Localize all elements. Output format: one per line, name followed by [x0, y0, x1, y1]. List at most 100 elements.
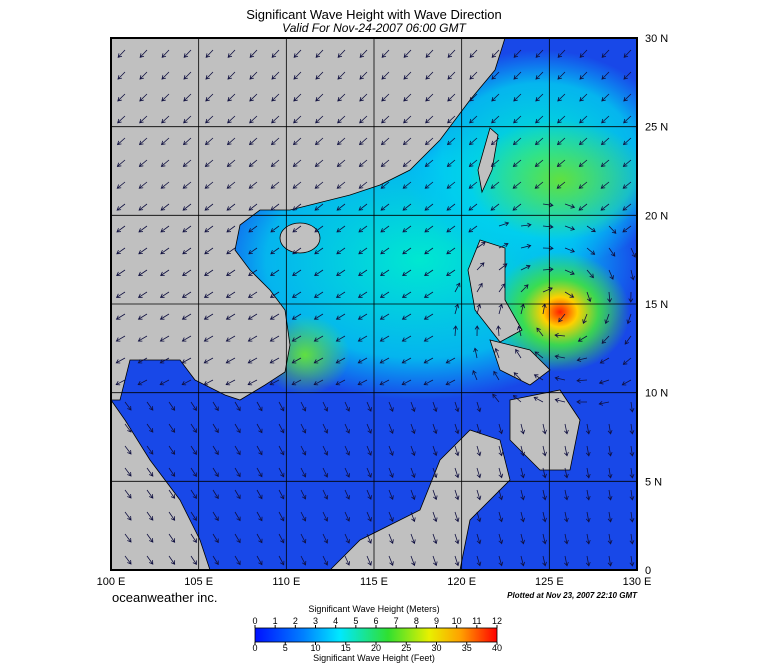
grid	[111, 38, 637, 570]
wave-arrow	[337, 93, 346, 102]
wave-arrow	[516, 325, 522, 337]
wave-arrow	[493, 370, 500, 381]
wave-arrow	[322, 467, 329, 478]
meters-tick-label: 3	[313, 616, 318, 626]
wave-arrow	[336, 203, 346, 211]
wave-arrow	[292, 159, 302, 167]
wave-arrow	[410, 489, 416, 501]
wave-arrow	[335, 357, 346, 364]
wave-arrow	[137, 335, 148, 342]
wave-arrow	[432, 511, 438, 523]
wave-arrow	[357, 291, 368, 298]
land	[111, 38, 506, 401]
wave-arrow	[576, 399, 588, 405]
wave-arrow	[322, 423, 329, 434]
wave-arrow	[168, 489, 176, 499]
wave-arrow	[146, 511, 154, 521]
wave-arrow	[564, 555, 569, 567]
wave-arrow	[607, 533, 613, 545]
land	[509, 389, 581, 471]
wave-arrow	[115, 379, 126, 386]
wave-arrow	[182, 225, 192, 233]
wave-arrow	[468, 137, 478, 146]
wave-arrow	[423, 379, 434, 386]
wave-arrow	[600, 137, 610, 146]
title: Significant Wave Height with Wave Direct…	[246, 7, 502, 22]
wave-arrow	[313, 313, 324, 320]
wave-arrow	[468, 203, 478, 211]
wave-arrow	[432, 533, 438, 545]
wave-arrow	[292, 225, 302, 233]
wave-arrow	[446, 203, 456, 211]
wave-arrow	[381, 115, 390, 124]
wave-arrow	[205, 71, 214, 80]
wave-arrow	[190, 489, 197, 500]
wave-arrow	[168, 555, 176, 565]
wave-arrow	[542, 489, 547, 501]
wave-arrow	[520, 555, 526, 567]
wave-arrow	[381, 71, 390, 80]
wave-arrow	[278, 533, 285, 544]
wave-arrow	[630, 269, 635, 281]
wave-arrow	[607, 555, 613, 567]
wave-arrow	[424, 269, 434, 277]
wave-arrow	[291, 291, 302, 298]
wave-arrow	[558, 313, 566, 323]
wave-arrow	[410, 555, 416, 567]
wave-arrow	[564, 467, 569, 479]
wave-arrow	[535, 71, 544, 80]
meters-tick-label: 7	[394, 616, 399, 626]
wave-arrow	[403, 115, 412, 124]
wave-arrow	[183, 93, 192, 102]
wave-arrow	[161, 93, 170, 102]
wave-arrow	[146, 555, 154, 565]
wave-arrow	[256, 401, 263, 412]
wave-arrow	[601, 93, 610, 102]
wave-arrow	[432, 489, 438, 501]
wave-arrow	[447, 115, 456, 124]
wave-arrow	[520, 222, 532, 228]
wave-arrow	[366, 445, 372, 456]
wave-arrow	[293, 71, 302, 80]
wave-arrow	[313, 291, 324, 298]
wave-arrow	[159, 291, 170, 298]
wave-arrow	[469, 93, 478, 102]
wave-arrow	[496, 325, 501, 337]
wave-arrow	[137, 291, 148, 298]
wave-arrow	[498, 283, 506, 293]
wave-arrow	[366, 555, 372, 566]
wave-arrow	[423, 357, 434, 364]
wave-arrow	[490, 137, 500, 146]
wave-arrow	[366, 423, 372, 434]
wave-arrow	[212, 555, 219, 566]
wave-arrow	[513, 49, 522, 58]
wave-arrow	[124, 423, 132, 433]
wave-arrow	[138, 247, 148, 255]
wave-arrow	[454, 511, 460, 523]
wave-arrow	[629, 555, 635, 567]
wave-arrow	[278, 555, 285, 566]
wave-arrow	[293, 93, 302, 102]
wave-arrow	[564, 291, 575, 298]
wave-arrow	[300, 401, 307, 412]
wave-arrow	[359, 71, 368, 80]
wave-arrow	[313, 379, 324, 386]
wave-arrow	[204, 203, 214, 211]
wave-arrow	[116, 225, 126, 233]
wave-arrow	[337, 115, 346, 124]
wave-arrow	[520, 467, 526, 479]
wave-arrow	[137, 313, 148, 320]
map-area	[111, 38, 637, 570]
storm	[490, 252, 630, 372]
wave-arrow	[116, 247, 126, 255]
wave-arrow	[402, 181, 412, 189]
wave-arrow	[446, 159, 456, 167]
wave-arrow	[314, 137, 324, 146]
wave-arrow	[168, 423, 176, 433]
wave-arrow	[579, 71, 588, 80]
wave-arrow	[598, 400, 610, 406]
wave-arrow	[476, 555, 482, 567]
wave-arrow	[600, 159, 610, 167]
wave-arrow	[300, 467, 307, 478]
wave-arrow	[494, 347, 500, 359]
